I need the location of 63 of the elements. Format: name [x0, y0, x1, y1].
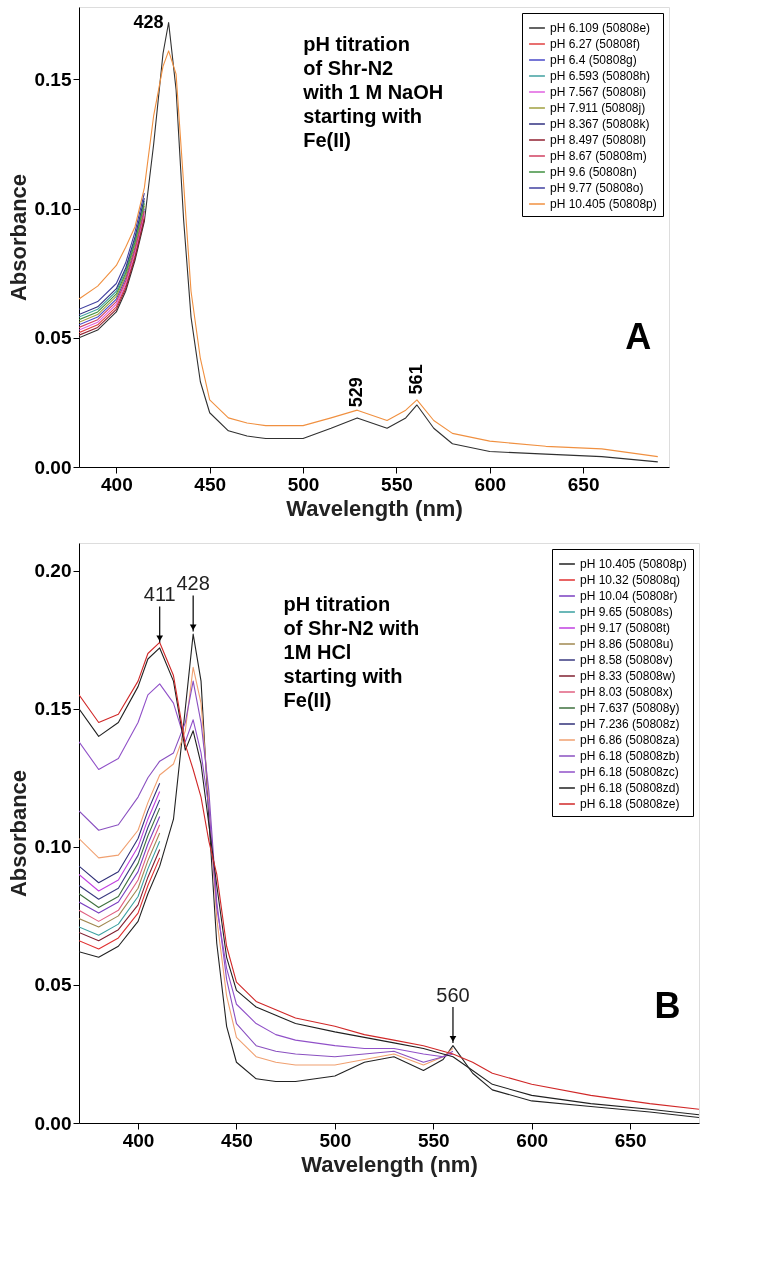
x-tick-label: 500	[287, 473, 320, 495]
y-tick-label: 0.10	[34, 836, 72, 858]
legend-label: pH 10.32 (50808q)	[580, 573, 681, 587]
legend-label: pH 7.911 (50808j)	[550, 101, 646, 115]
legend-label: pH 6.4 (50808g)	[550, 53, 637, 67]
y-tick-label: 0.10	[34, 198, 72, 220]
legend-label: pH 9.77 (50808o)	[550, 181, 644, 195]
y-tick-label: 0.00	[34, 1112, 72, 1134]
x-tick-label: 600	[474, 473, 507, 495]
annotation: A	[625, 316, 652, 358]
y-axis-title: Absorbance	[5, 173, 31, 302]
annotation: pH titration of Shr-N2 with 1 M NaOH starting with Fe(II)	[302, 32, 444, 151]
annotation: B	[654, 985, 681, 1026]
legend-label: pH 6.593 (50808h)	[550, 69, 651, 83]
legend-label: pH 10.405 (50808p)	[550, 197, 657, 211]
legend-label: pH 7.567 (50808i)	[550, 85, 647, 99]
annotation: pH titration of Shr-N2 with 1M HCl starting with Fe(II)	[283, 593, 420, 712]
y-tick-label: 0.15	[34, 68, 72, 90]
annotation: 428	[176, 572, 210, 595]
x-axis-title: Wavelength (nm)	[301, 1151, 478, 1177]
legend-label: pH 8.367 (50808k)	[550, 117, 650, 131]
legend-label: pH 8.497 (50808l)	[550, 133, 647, 147]
legend-label: pH 9.65 (50808s)	[580, 605, 673, 619]
x-tick-label: 400	[100, 473, 133, 495]
y-tick-label: 0.05	[34, 974, 72, 996]
x-tick-label: 450	[221, 1129, 253, 1151]
legend-label: pH 6.18 (50808zc)	[580, 765, 679, 779]
legend-label: pH 6.27 (50808f)	[550, 37, 641, 51]
legend-label: pH 8.03 (50808x)	[580, 685, 673, 699]
y-tick-label: 0.20	[34, 560, 72, 582]
x-tick-label: 600	[516, 1129, 549, 1151]
x-tick-label: 450	[194, 473, 227, 495]
y-tick-label: 0.00	[34, 456, 72, 478]
x-tick-label: 650	[614, 1129, 647, 1151]
legend-label: pH 7.236 (50808z)	[580, 717, 680, 731]
y-tick-label: 0.05	[34, 327, 72, 349]
x-tick-label: 550	[381, 473, 413, 495]
x-tick-label: 550	[417, 1129, 450, 1151]
legend-label: pH 8.86 (50808u)	[580, 637, 674, 651]
annotation: 529	[346, 377, 367, 408]
legend-label: pH 6.18 (50808ze)	[580, 797, 680, 811]
y-tick-label: 0.15	[34, 698, 72, 720]
legend-label: pH 6.86 (50808za)	[580, 733, 680, 747]
legend-label: pH 7.637 (50808y)	[580, 701, 680, 715]
annotation: 411	[143, 583, 176, 606]
legend-label: pH 8.58 (50808v)	[580, 653, 673, 667]
legend-label: pH 9.6 (50808n)	[550, 165, 637, 179]
y-axis-title: Absorbance	[5, 769, 31, 898]
x-tick-label: 400	[122, 1129, 155, 1151]
legend-label: pH 10.04 (50808r)	[580, 589, 678, 603]
legend-label: pH 8.33 (50808w)	[580, 669, 676, 683]
x-tick-label: 650	[567, 473, 600, 495]
legend-label: pH 6.18 (50808zd)	[580, 781, 680, 795]
annotation: 561	[405, 364, 426, 395]
annotation: 428	[133, 11, 164, 32]
annotation: 560	[436, 983, 470, 1006]
legend-label: pH 6.18 (50808zb)	[580, 749, 680, 763]
legend-label: pH 8.67 (50808m)	[550, 149, 647, 163]
legend-label: pH 9.17 (50808t)	[580, 621, 671, 635]
x-tick-label: 500	[319, 1129, 352, 1151]
legend-label: pH 6.109 (50808e)	[550, 21, 651, 35]
legend-label: pH 10.405 (50808p)	[580, 557, 687, 571]
x-axis-title: Wavelength (nm)	[286, 495, 463, 521]
